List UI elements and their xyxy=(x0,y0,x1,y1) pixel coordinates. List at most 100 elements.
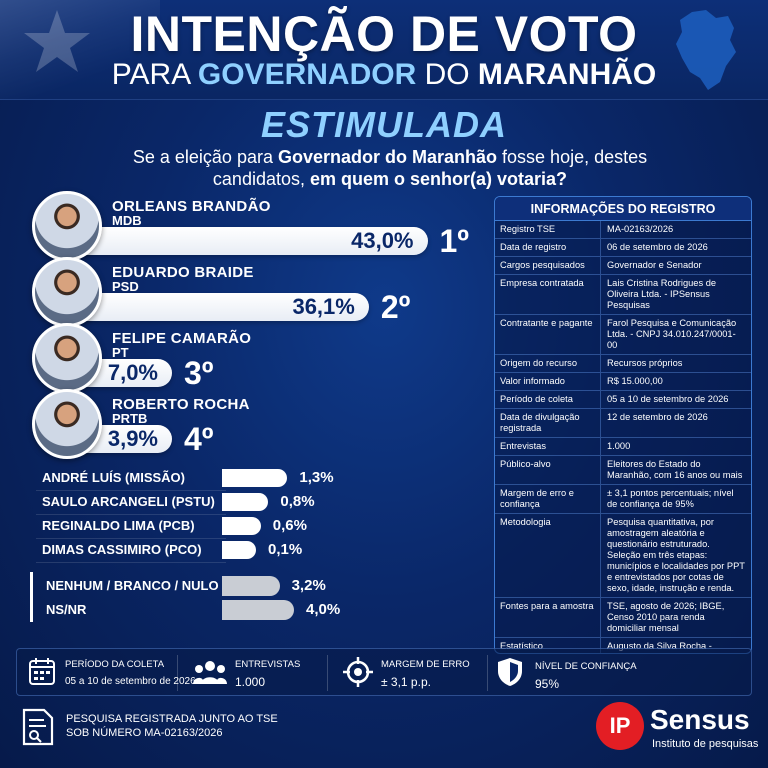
candidate-party: PSD xyxy=(112,279,139,294)
info-row: Registro TSE MA-02163/2026 xyxy=(495,221,751,239)
info-row: Origem do recurso Recursos próprios xyxy=(495,355,751,373)
bar-value-label: 3,2% xyxy=(291,577,326,594)
bar-value-label: 7,0% xyxy=(107,360,158,385)
registration-info-panel: INFORMAÇÕES DO REGISTRO Registro TSE MA-0… xyxy=(494,196,752,654)
margem-label: MARGEM DE ERRO xyxy=(381,659,470,670)
entrevistas-label: ENTREVISTAS xyxy=(235,659,301,670)
candidate-photo xyxy=(32,389,102,459)
header-band xyxy=(0,0,768,100)
calendar-icon xyxy=(29,658,55,685)
bar-value-label: 0,8% xyxy=(280,493,315,510)
info-row: Metodologia Pesquisa quantitativa, por am… xyxy=(495,514,751,598)
info-row-value: TSE, agosto de 2026; IBGE, Censo 2010 pa… xyxy=(607,601,725,633)
confianca-label: NÍVEL DE CONFIANÇA xyxy=(535,661,637,672)
document-icon xyxy=(22,708,54,746)
info-row-value: Governador e Senador xyxy=(607,260,702,270)
candidate-photo xyxy=(32,191,102,261)
info-row-value: Farol Pesquisa e Comunicação Ltda. - CNP… xyxy=(607,318,737,350)
info-row-value: MA-02163/2026 xyxy=(607,224,674,234)
candidate-rank: 4º xyxy=(184,421,214,457)
candidate-name: FELIPE CAMARÃO xyxy=(112,330,252,347)
footer-registration: PESQUISA REGISTRADA JUNTO AO TSE SOB NÚM… xyxy=(66,713,278,739)
info-row-key: Empresa contratada xyxy=(495,275,601,314)
info-row: Período de coleta 05 a 10 de setembro de … xyxy=(495,391,751,409)
row-divider xyxy=(36,490,226,491)
candidate-name: ORLEANS BRANDÃO xyxy=(112,198,271,215)
candidate-party: PRTB xyxy=(112,411,148,426)
info-row: Cargos pesquisados Governador e Senador xyxy=(495,257,751,275)
info-row-key: Período de coleta xyxy=(495,391,601,408)
candidate-photo xyxy=(32,257,102,327)
info-row-key: Data de divulgação registrada xyxy=(495,409,601,437)
bar-0 xyxy=(62,227,428,255)
divider xyxy=(177,655,178,691)
invalid-votes-box xyxy=(30,572,280,622)
info-row-key: Metodologia xyxy=(495,514,601,597)
stats-bar: PERÍODO DA COLETA 05 a 10 de setembro de… xyxy=(16,648,752,696)
divider xyxy=(487,655,488,691)
confianca-value: 95% xyxy=(535,677,560,691)
candidate-rank: 2º xyxy=(380,289,411,325)
info-row-value: Lais Cristina Rodrigues de Oliveira Ltda… xyxy=(607,278,717,310)
other-candidate-name: SAULO ARCANGELI (PSTU) xyxy=(42,494,215,509)
other-candidate-name: DIMAS CASSIMIRO (PCO) xyxy=(42,542,202,557)
bar-invalid-1 xyxy=(222,600,294,620)
star-icon xyxy=(24,10,90,72)
bar-other-3 xyxy=(222,541,256,559)
other-candidate-name: ANDRÉ LUÍS (MISSÃO) xyxy=(42,470,185,485)
bar-value-label: 0,6% xyxy=(272,517,307,534)
invalid-category-name: NS/NR xyxy=(46,602,87,617)
bar-value-label: 4,0% xyxy=(306,601,341,618)
bar-invalid-0 xyxy=(222,576,280,596)
bar-value-label: 1,3% xyxy=(299,469,334,486)
bar-value-label: 36,1% xyxy=(292,294,355,319)
info-row-key: Data de registro xyxy=(495,239,601,256)
candidate-name: EDUARDO BRAIDE xyxy=(112,264,254,281)
info-row: Público-alvo Eleitores do Estado do Maran… xyxy=(495,456,751,485)
shield-icon xyxy=(498,658,522,686)
info-row-key: Origem do recurso xyxy=(495,355,601,372)
entrevistas-value: 1.000 xyxy=(235,675,266,689)
candidate-rank: 1º xyxy=(439,223,469,259)
info-table: Registro TSE MA-02163/2026 Data de registr… xyxy=(495,221,751,653)
ipsensus-logo-subtitle: Instituto de pesquisas xyxy=(652,738,759,750)
flag-decoration xyxy=(0,0,160,100)
divider xyxy=(327,655,328,691)
info-row: Data de divulgação registrada 12 de setem… xyxy=(495,409,751,438)
row-divider xyxy=(36,562,226,563)
invalid-category-name: NENHUM / BRANCO / NULO xyxy=(46,578,219,593)
row-divider xyxy=(36,514,226,515)
info-row-value: Pesquisa quantitativa, por amostragem al… xyxy=(607,517,745,593)
info-row-value: 06 de setembro de 2026 xyxy=(607,242,708,252)
main-subtitle: PARA GOVERNADOR DO MARANHÃO xyxy=(111,58,657,91)
people-icon xyxy=(193,661,227,684)
info-row: Empresa contratada Lais Cristina Rodrigue… xyxy=(495,275,751,315)
row-divider xyxy=(36,538,226,539)
info-row-value: Eleitores do Estado do Maranhão, com 16 … xyxy=(607,459,743,480)
target-icon xyxy=(343,657,373,687)
periodo-value: 05 a 10 de setembro de 2026 xyxy=(65,676,196,687)
candidate-party: PT xyxy=(112,345,129,360)
bar-value-label: 0,1% xyxy=(268,541,303,558)
info-panel-title: INFORMAÇÕES DO REGISTRO xyxy=(495,197,751,221)
bar-other-2 xyxy=(222,517,261,535)
info-row: Valor informado R$ 15.000,00 xyxy=(495,373,751,391)
info-row-key: Entrevistas xyxy=(495,438,601,455)
ipsensus-logo-mark: IP xyxy=(596,702,644,750)
info-row-key: Valor informado xyxy=(495,373,601,390)
other-candidate-name: REGINALDO LIMA (PCB) xyxy=(42,518,195,533)
info-row-key: Fontes para a amostra xyxy=(495,598,601,637)
candidate-photo xyxy=(32,323,102,393)
bar-other-0 xyxy=(222,469,288,487)
survey-type-title: ESTIMULADA xyxy=(261,104,507,145)
bar-value-label: 3,9% xyxy=(107,426,158,451)
info-row: Data de registro 06 de setembro de 2026 xyxy=(495,239,751,257)
info-row-value: Recursos próprios xyxy=(607,358,683,368)
info-row-value: R$ 15.000,00 xyxy=(607,376,663,386)
candidate-name: ROBERTO ROCHA xyxy=(112,396,250,413)
info-row-value: 1.000 xyxy=(607,441,631,451)
info-row: Fontes para a amostra TSE, agosto de 2026… xyxy=(495,598,751,638)
margem-value: ± 3,1 p.p. xyxy=(381,675,431,689)
info-row-value: 12 de setembro de 2026 xyxy=(607,412,708,422)
info-row-key: Público-alvo xyxy=(495,456,601,484)
